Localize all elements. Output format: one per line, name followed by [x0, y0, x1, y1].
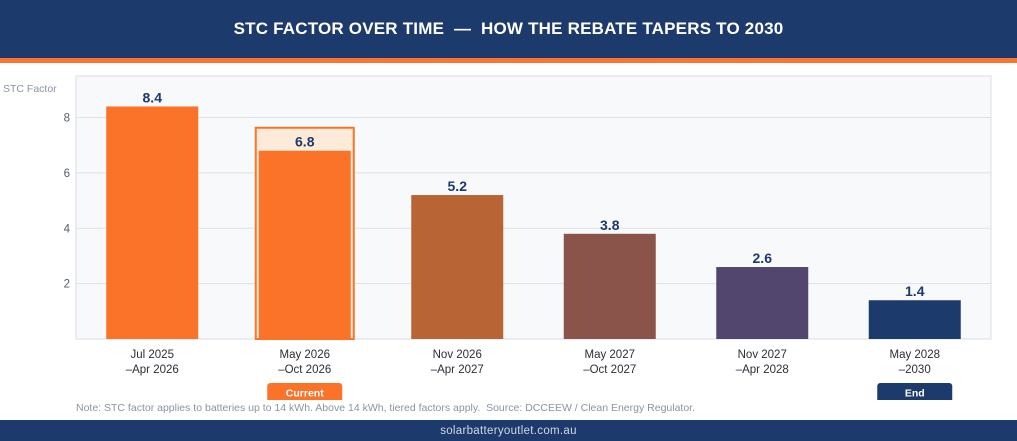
x-tick-label: –Oct 2026: [278, 364, 331, 376]
plot-area: [75, 75, 992, 340]
x-tick-label: –Apr 2028: [736, 364, 789, 376]
bar: [106, 106, 199, 339]
x-tick-label: Jul 2025: [131, 349, 174, 361]
bar: [411, 195, 504, 339]
value-label: 3.8: [600, 217, 620, 233]
y-axis-title: STC Factor: [3, 83, 57, 95]
badge-current: [267, 383, 343, 400]
x-tick-label: Nov 2026: [433, 349, 482, 361]
footer-site-url: solarbatteryoutlet.com.au: [440, 424, 577, 437]
accent-strip: [0, 58, 1017, 63]
badge-label: Current: [286, 388, 324, 400]
badge-end: [877, 383, 953, 400]
chart-title: STC FACTOR OVER TIME — HOW THE REBATE TA…: [233, 19, 784, 38]
y-tick-label: 2: [64, 279, 70, 291]
x-tick-label: –Apr 2026: [126, 364, 179, 376]
y-tick-label: 6: [64, 168, 70, 180]
x-tick-label: –Oct 2027: [583, 364, 636, 376]
footer-bar: solarbatteryoutlet.com.au: [0, 420, 1017, 441]
value-label: 8.4: [143, 89, 163, 105]
bar-chart: STC Factor 2 4 6 8 8.4 Jul 2025 –Apr 2026 6.8 May…: [3, 75, 992, 400]
bar: [868, 300, 961, 339]
value-label: 5.2: [448, 178, 468, 194]
x-tick-label: –2030: [899, 364, 931, 376]
x-tick-label: May 2028: [889, 349, 940, 361]
y-tick-label: 4: [64, 223, 71, 235]
value-label: 6.8: [295, 134, 315, 150]
y-tick-label: 8: [64, 113, 70, 125]
bar: [258, 150, 351, 339]
source-note: Note: STC factor applies to batteries up…: [76, 402, 696, 414]
value-label: 2.6: [753, 250, 773, 266]
x-tick-label: Nov 2027: [738, 349, 787, 361]
x-tick-label: –Apr 2027: [431, 364, 484, 376]
header-bar: STC FACTOR OVER TIME — HOW THE REBATE TA…: [0, 0, 1017, 58]
bar: [563, 233, 656, 339]
badge-label: End: [905, 388, 925, 400]
value-label: 1.4: [905, 283, 925, 299]
x-tick-label: May 2026: [279, 349, 330, 361]
bar: [716, 267, 809, 339]
x-tick-label: May 2027: [584, 349, 635, 361]
